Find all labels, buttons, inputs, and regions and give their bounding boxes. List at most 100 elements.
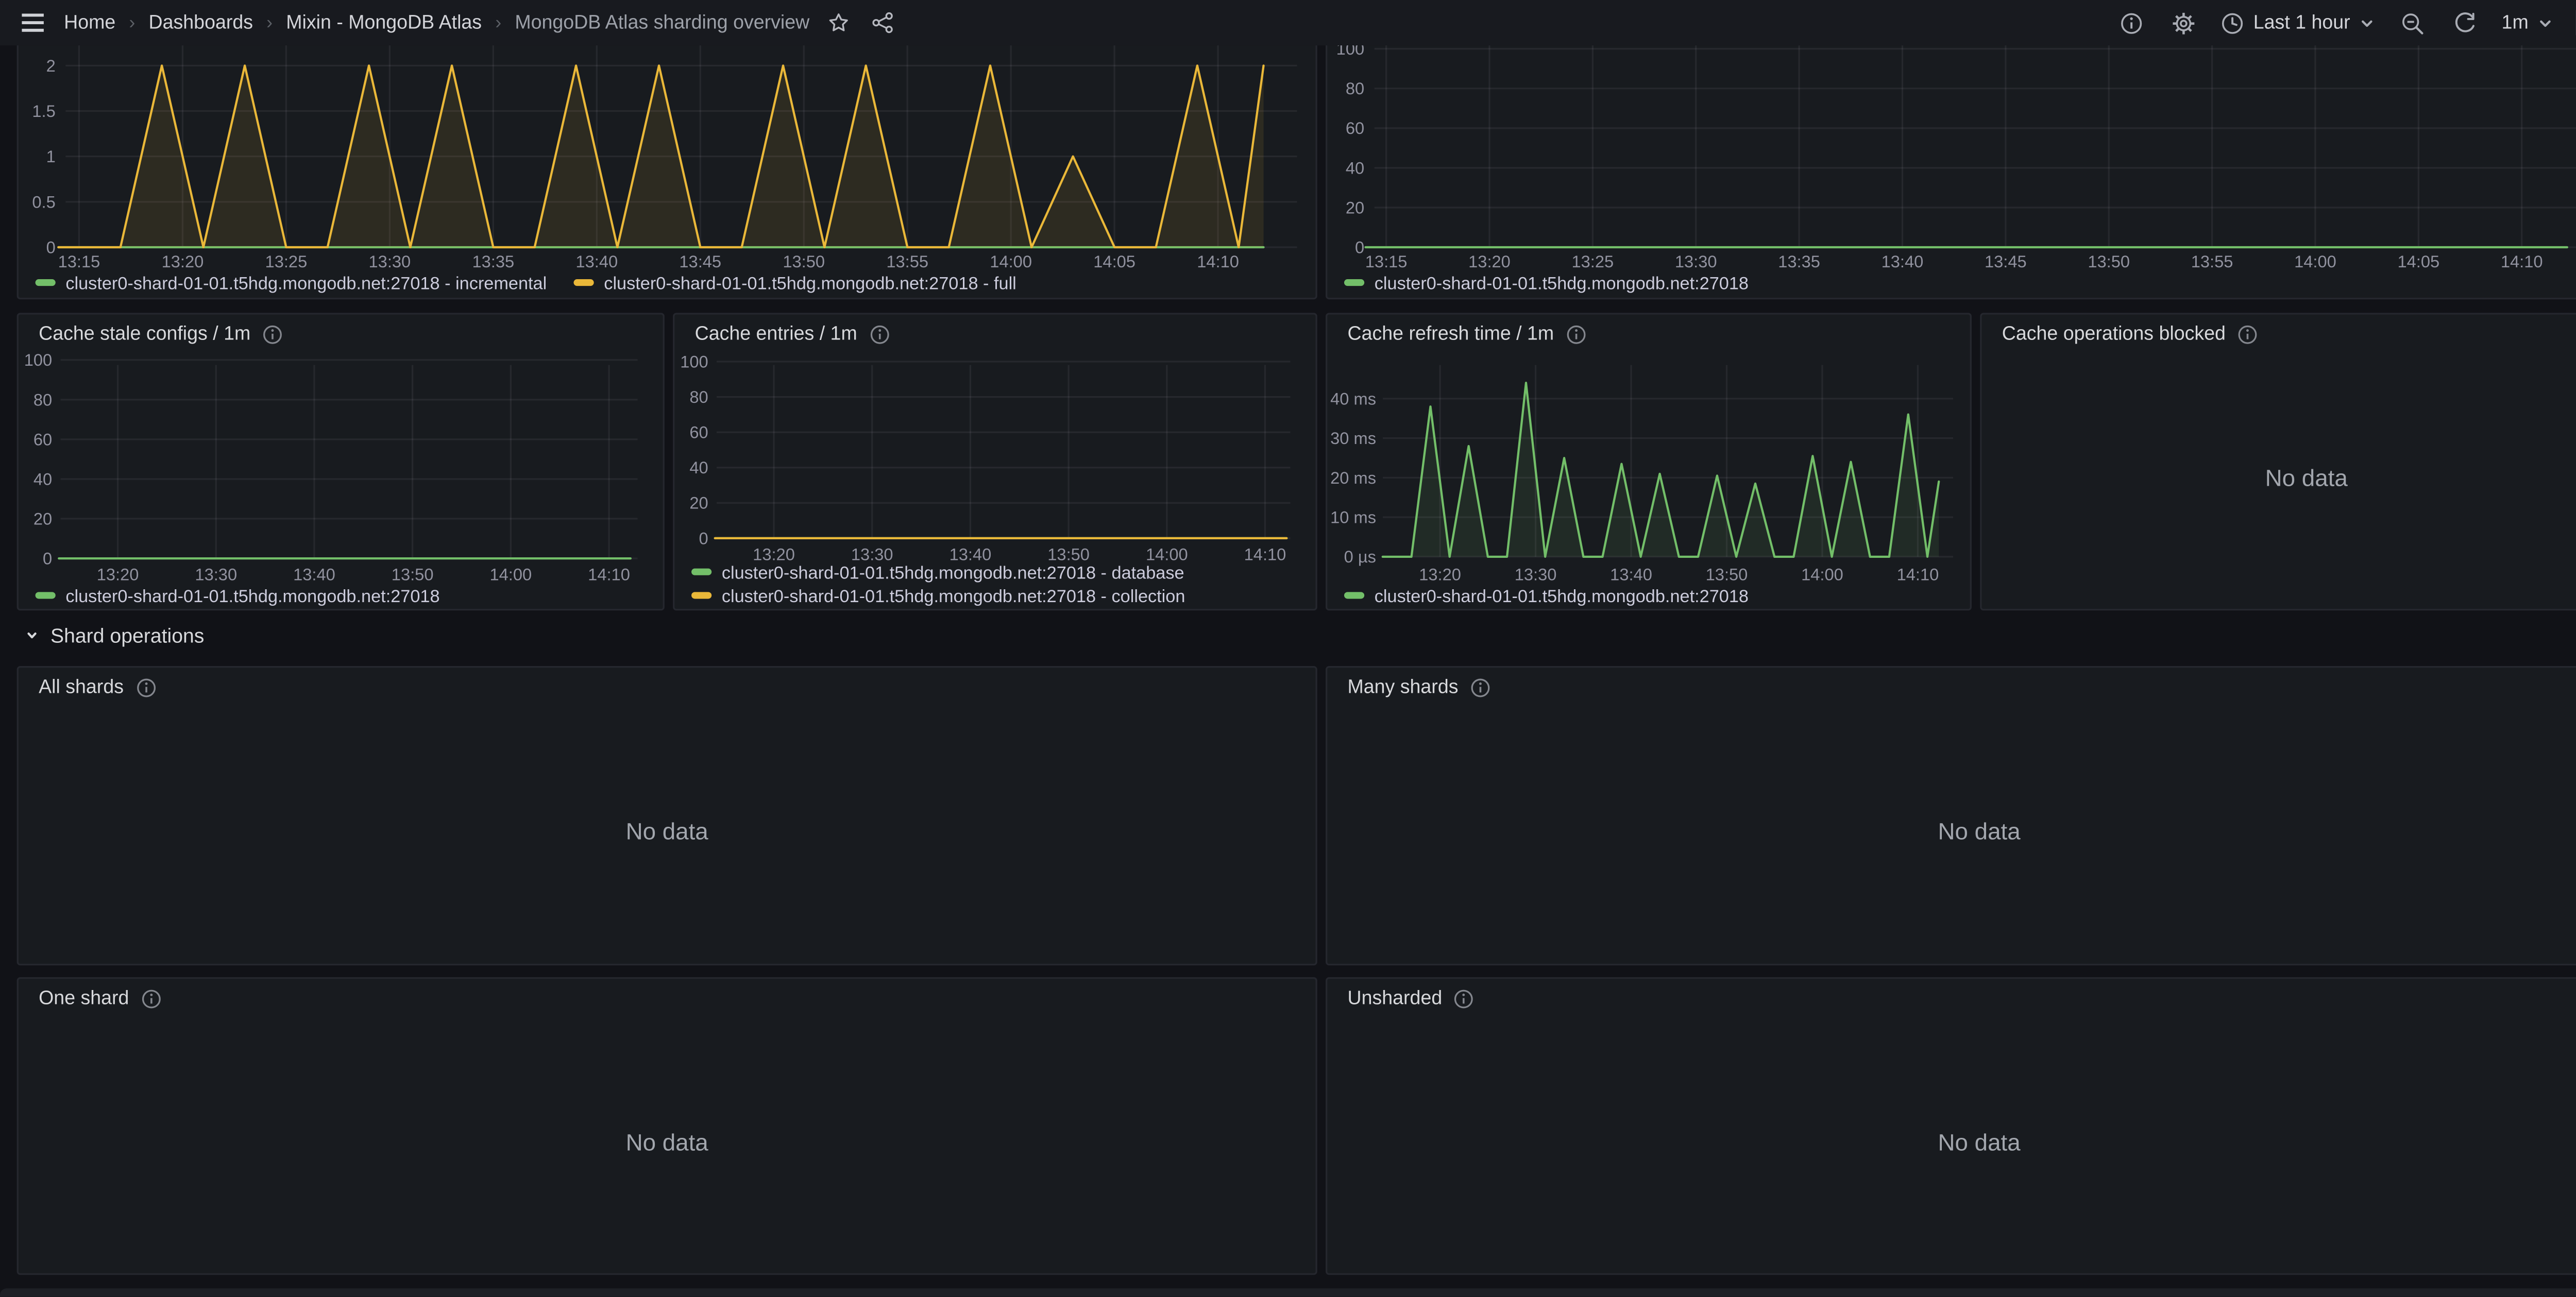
info-icon[interactable] <box>262 325 282 345</box>
zoom-out-time-range-button[interactable] <box>2397 8 2428 38</box>
info-icon[interactable] <box>869 325 889 345</box>
svg-text:30 ms: 30 ms <box>1330 429 1376 448</box>
breadcrumb: Home › Dashboards › Mixin - MongoDB Atla… <box>64 12 809 32</box>
svg-text:13:45: 13:45 <box>679 252 721 271</box>
breadcrumb-separator: › <box>266 12 273 32</box>
dashboard-settings-button[interactable] <box>2170 8 2200 38</box>
panel-title[interactable]: Many shards <box>1348 678 1490 698</box>
dashboard-insights-button[interactable] <box>2117 8 2147 38</box>
panel-title-text: Unsharded <box>1348 989 1443 1009</box>
panel-title[interactable]: One shard <box>39 989 161 1009</box>
section-shard-operations[interactable]: Shard operations <box>24 624 205 647</box>
svg-text:0.5: 0.5 <box>32 192 55 211</box>
legend-color-chip <box>1344 279 1364 286</box>
legend-item[interactable]: cluster0-shard-01-01.t5hdg.mongodb.net:2… <box>691 564 1184 584</box>
svg-text:40 ms: 40 ms <box>1330 389 1376 408</box>
panel-title-text: Cache refresh time / 1m <box>1348 325 1554 345</box>
panel-title[interactable]: All shards <box>39 678 156 698</box>
svg-text:13:55: 13:55 <box>886 252 928 271</box>
svg-text:60: 60 <box>689 423 708 442</box>
refresh-dashboard-button[interactable] <box>2449 8 2480 38</box>
svg-text:100: 100 <box>680 352 708 371</box>
svg-text:60: 60 <box>1346 118 1364 138</box>
panel-title[interactable]: Cache refresh time / 1m <box>1348 325 1586 345</box>
zoom-out-icon <box>2401 11 2425 35</box>
svg-text:13:20: 13:20 <box>1419 565 1461 584</box>
info-icon[interactable] <box>1470 678 1490 698</box>
legend-label: cluster0-shard-01-01.t5hdg.mongodb.net:2… <box>604 274 1016 294</box>
svg-text:13:20: 13:20 <box>97 565 139 584</box>
panel-title[interactable]: Cache entries / 1m <box>695 325 889 345</box>
svg-text:14:05: 14:05 <box>1093 252 1136 271</box>
panel-title[interactable]: Unsharded <box>1348 989 1475 1009</box>
timeseries-chart-cache-refresh-time[interactable]: 13:2013:3013:4013:5014:0014:100 µs10 ms2… <box>1327 351 1973 605</box>
info-icon[interactable] <box>141 989 161 1009</box>
panel-title-text: All shards <box>39 678 124 698</box>
svg-text:100: 100 <box>24 351 52 369</box>
legend-label: cluster0-shard-01-01.t5hdg.mongodb.net:2… <box>1375 587 1749 607</box>
info-icon[interactable] <box>1566 325 1586 345</box>
svg-text:14:00: 14:00 <box>1146 544 1188 564</box>
refresh-interval-dropdown[interactable]: 1m <box>2502 12 2554 32</box>
svg-text:14:00: 14:00 <box>2294 252 2336 271</box>
svg-text:13:15: 13:15 <box>1365 252 1408 271</box>
svg-text:13:50: 13:50 <box>2088 252 2130 271</box>
info-icon[interactable] <box>2238 325 2258 345</box>
timeseries-chart-full-incremental[interactable]: 13:1513:2013:2513:3013:3513:4013:4513:50… <box>19 0 1319 310</box>
svg-text:13:20: 13:20 <box>753 544 795 564</box>
svg-text:20: 20 <box>689 493 708 513</box>
panel-cache-entries: Cache entries / 1m 13:2013:3013:4013:501… <box>673 313 1317 610</box>
favorite-dashboard-button[interactable] <box>825 8 854 37</box>
timeseries-chart-cache-stale-configs[interactable]: 13:2013:3013:4013:5014:0014:100204060801… <box>19 351 666 605</box>
svg-text:14:10: 14:10 <box>2501 252 2543 271</box>
panel-title-text: Cache stale configs / 1m <box>39 325 250 345</box>
legend-item[interactable]: cluster0-shard-01-01.t5hdg.mongodb.net:2… <box>574 274 1016 294</box>
legend-label: cluster0-shard-01-01.t5hdg.mongodb.net:2… <box>1375 274 1749 294</box>
horizontal-scrollbar[interactable] <box>0 1288 2576 1296</box>
no-data-text: No data <box>2265 464 2348 490</box>
breadcrumb-item-dashboards[interactable]: Dashboards <box>149 12 253 32</box>
panel-many-shards: Many shards No data <box>1326 666 2576 965</box>
svg-text:13:50: 13:50 <box>392 565 434 584</box>
svg-text:0: 0 <box>699 528 708 548</box>
svg-text:13:35: 13:35 <box>472 252 514 271</box>
svg-text:13:40: 13:40 <box>1610 565 1652 584</box>
svg-text:13:45: 13:45 <box>1985 252 2027 271</box>
legend-item[interactable]: cluster0-shard-01-01.t5hdg.mongodb.net:2… <box>36 587 440 607</box>
svg-text:20: 20 <box>33 509 52 528</box>
legend-label: cluster0-shard-01-01.t5hdg.mongodb.net:2… <box>722 587 1185 607</box>
info-icon[interactable] <box>135 678 156 698</box>
legend-label: cluster0-shard-01-01.t5hdg.mongodb.net:2… <box>65 587 439 607</box>
legend-item[interactable]: cluster0-shard-01-01.t5hdg.mongodb.net:2… <box>1344 274 1749 294</box>
timeseries-chart-top-right[interactable]: 13:1513:2013:2513:3013:3513:4013:4513:50… <box>1327 0 2576 310</box>
legend-item[interactable]: cluster0-shard-01-01.t5hdg.mongodb.net:2… <box>1344 587 1749 607</box>
svg-text:13:55: 13:55 <box>2191 252 2233 271</box>
panel-cache-stale-configs: Cache stale configs / 1m 13:2013:3013:40… <box>17 313 665 610</box>
svg-text:40: 40 <box>1346 158 1364 177</box>
svg-text:20: 20 <box>1346 198 1364 217</box>
legend-color-chip <box>36 592 56 599</box>
menu-toggle-button[interactable] <box>17 8 49 37</box>
time-range-picker[interactable]: Last 1 hour <box>2222 11 2376 35</box>
svg-text:14:10: 14:10 <box>1197 252 1239 271</box>
share-dashboard-button[interactable] <box>869 8 897 37</box>
legend-item[interactable]: cluster0-shard-01-01.t5hdg.mongodb.net:2… <box>691 587 1185 607</box>
panel-title-text: One shard <box>39 989 129 1009</box>
svg-text:0: 0 <box>1355 237 1364 257</box>
panel-title[interactable]: Cache stale configs / 1m <box>39 325 282 345</box>
svg-text:13:25: 13:25 <box>1572 252 1614 271</box>
breadcrumb-item-folder[interactable]: Mixin - MongoDB Atlas <box>286 12 482 32</box>
breadcrumb-item-home[interactable]: Home <box>64 12 115 32</box>
chevron-down-icon <box>24 627 41 644</box>
legend-item[interactable]: cluster0-shard-01-01.t5hdg.mongodb.net:2… <box>36 274 547 294</box>
svg-text:13:30: 13:30 <box>195 565 237 584</box>
legend-color-chip <box>691 592 711 599</box>
svg-text:13:20: 13:20 <box>1468 252 1511 271</box>
svg-text:20 ms: 20 ms <box>1330 468 1376 487</box>
gear-icon <box>2173 11 2196 35</box>
time-range-label: Last 1 hour <box>2253 12 2350 32</box>
svg-text:13:30: 13:30 <box>1515 565 1557 584</box>
hamburger-menu-icon <box>20 12 45 33</box>
info-icon[interactable] <box>1454 989 1474 1009</box>
panel-title[interactable]: Cache operations blocked <box>2002 325 2258 345</box>
